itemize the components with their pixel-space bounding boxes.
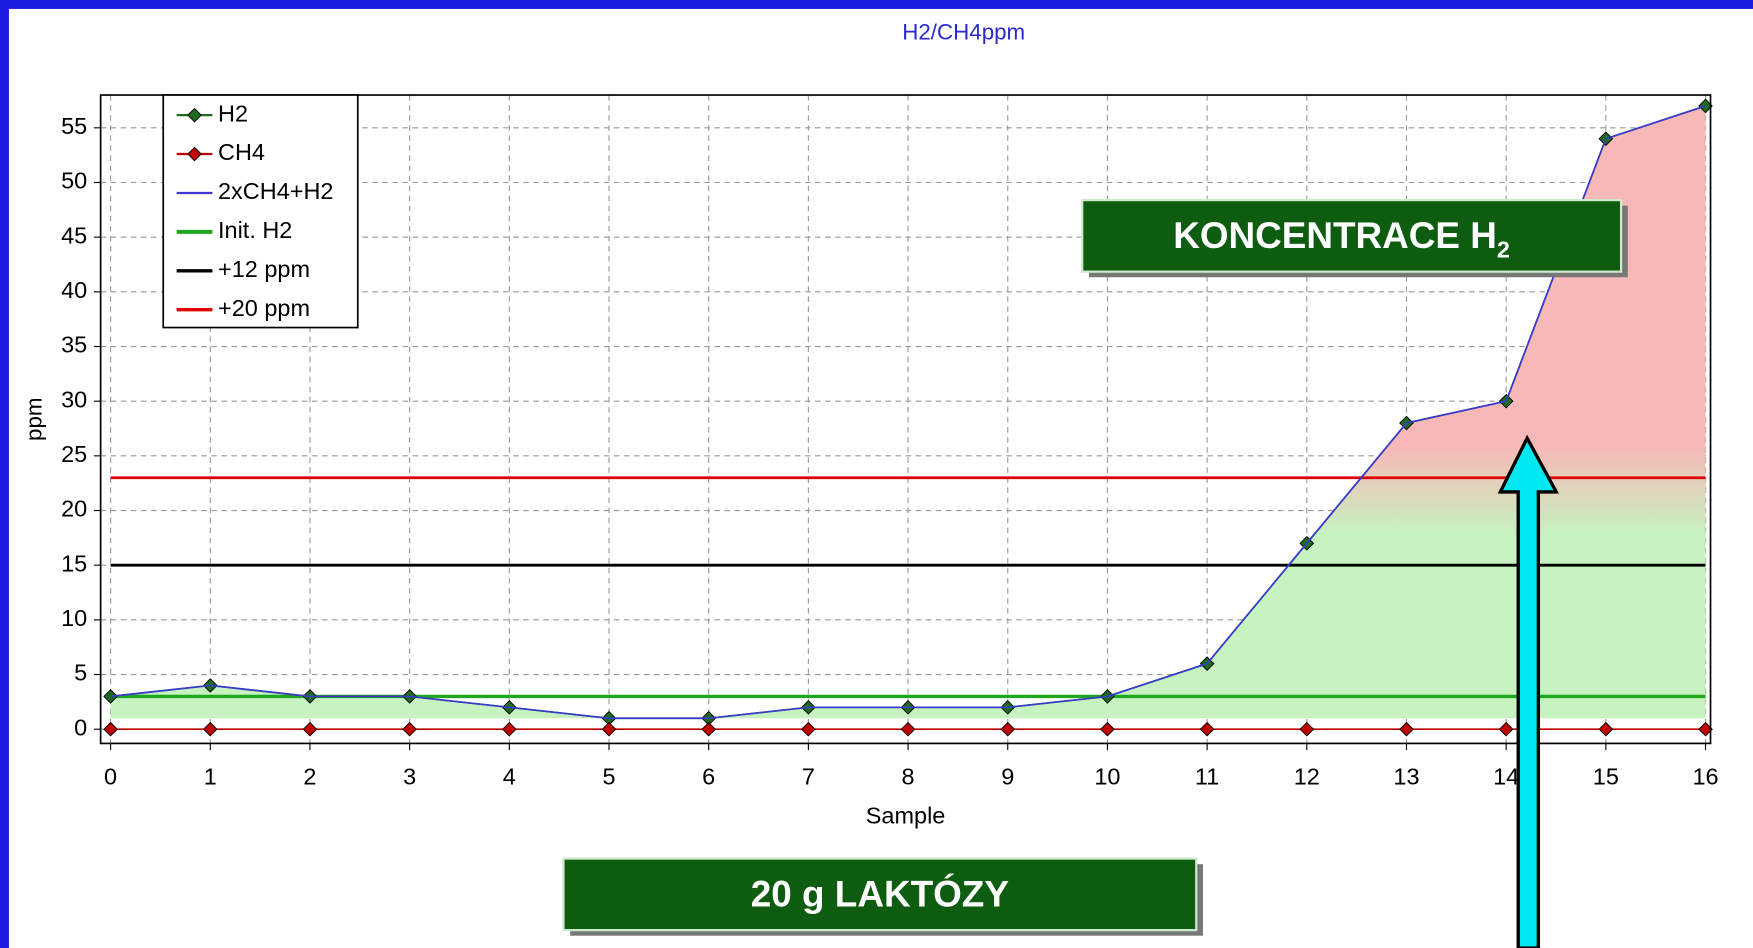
legend-marker [187,107,202,123]
x-tick-label: 13 [1393,763,1419,789]
y-tick-label: 40 [61,277,87,303]
marker [1299,721,1315,737]
marker [900,721,916,737]
legend-label: +12 ppm [218,256,310,282]
y-tick-label: 10 [61,605,87,631]
annotation-box: KONCENTRACE H2 [1081,198,1628,278]
x-tick-label: 8 [902,763,915,789]
annotation-text: KONCENTRACE H2 [1173,215,1510,263]
x-tick-label: 0 [104,763,117,789]
marker [601,721,617,737]
y-tick-label: 30 [61,386,87,412]
marker [1598,721,1614,737]
x-tick-label: 14 [1493,763,1519,789]
y-tick-label: 5 [74,660,87,686]
legend-label: 2xCH4+H2 [218,178,333,204]
marker [302,721,318,737]
x-axis-label: Sample [866,802,946,828]
x-tick-label: 6 [702,763,715,789]
x-tick-label: 16 [1692,763,1718,789]
y-tick-label: 15 [61,550,87,576]
y-tick-label: 25 [61,441,87,467]
x-tick-label: 9 [1001,763,1014,789]
x-tick-label: 3 [403,763,416,789]
y-tick-label: 45 [61,222,87,248]
y-tick-label: 20 [61,496,87,522]
y-tick-label: 35 [61,332,87,358]
series-line [110,105,1706,720]
arrow [1497,434,1560,948]
legend-label: H2 [218,100,248,126]
marker [701,721,717,737]
x-tick-label: 1 [204,763,217,789]
x-tick-label: 5 [602,763,615,789]
marker [402,721,417,737]
marker [801,721,816,737]
annotation-subscript: 2 [1497,237,1510,263]
y-tick-label: 55 [61,113,87,139]
chart-title: H2/CH4ppm [902,19,1025,44]
marker [501,721,517,737]
x-tick-label: 7 [802,763,815,789]
annotation-text: 20 g LAKTÓZY [751,872,1009,914]
marker [1199,721,1215,737]
x-tick-label: 15 [1593,763,1619,789]
legend-label: CH4 [218,139,265,165]
y-tick-label: 50 [61,168,87,194]
legend-marker [187,146,202,162]
x-tick-label: 11 [1195,763,1219,789]
y-tick-label: 0 [74,714,87,740]
marker [103,721,118,737]
plot-frame [99,94,1712,745]
legend-label: Init. H2 [218,217,292,243]
legend-label: +20 ppm [218,295,310,321]
x-tick-label: 10 [1094,763,1120,789]
marker [202,721,218,737]
y-axis-label: ppm [22,397,47,440]
annotation-box: 20 g LAKTÓZY [562,857,1203,936]
marker [1399,721,1414,737]
marker [1100,721,1115,737]
annotation-main: KONCENTRACE H [1173,215,1497,256]
x-tick-label: 4 [503,763,516,789]
marker [1498,721,1514,737]
x-tick-label: 2 [303,763,316,789]
x-tick-label: 12 [1294,763,1320,789]
marker [1000,721,1016,737]
legend-box [162,94,359,329]
